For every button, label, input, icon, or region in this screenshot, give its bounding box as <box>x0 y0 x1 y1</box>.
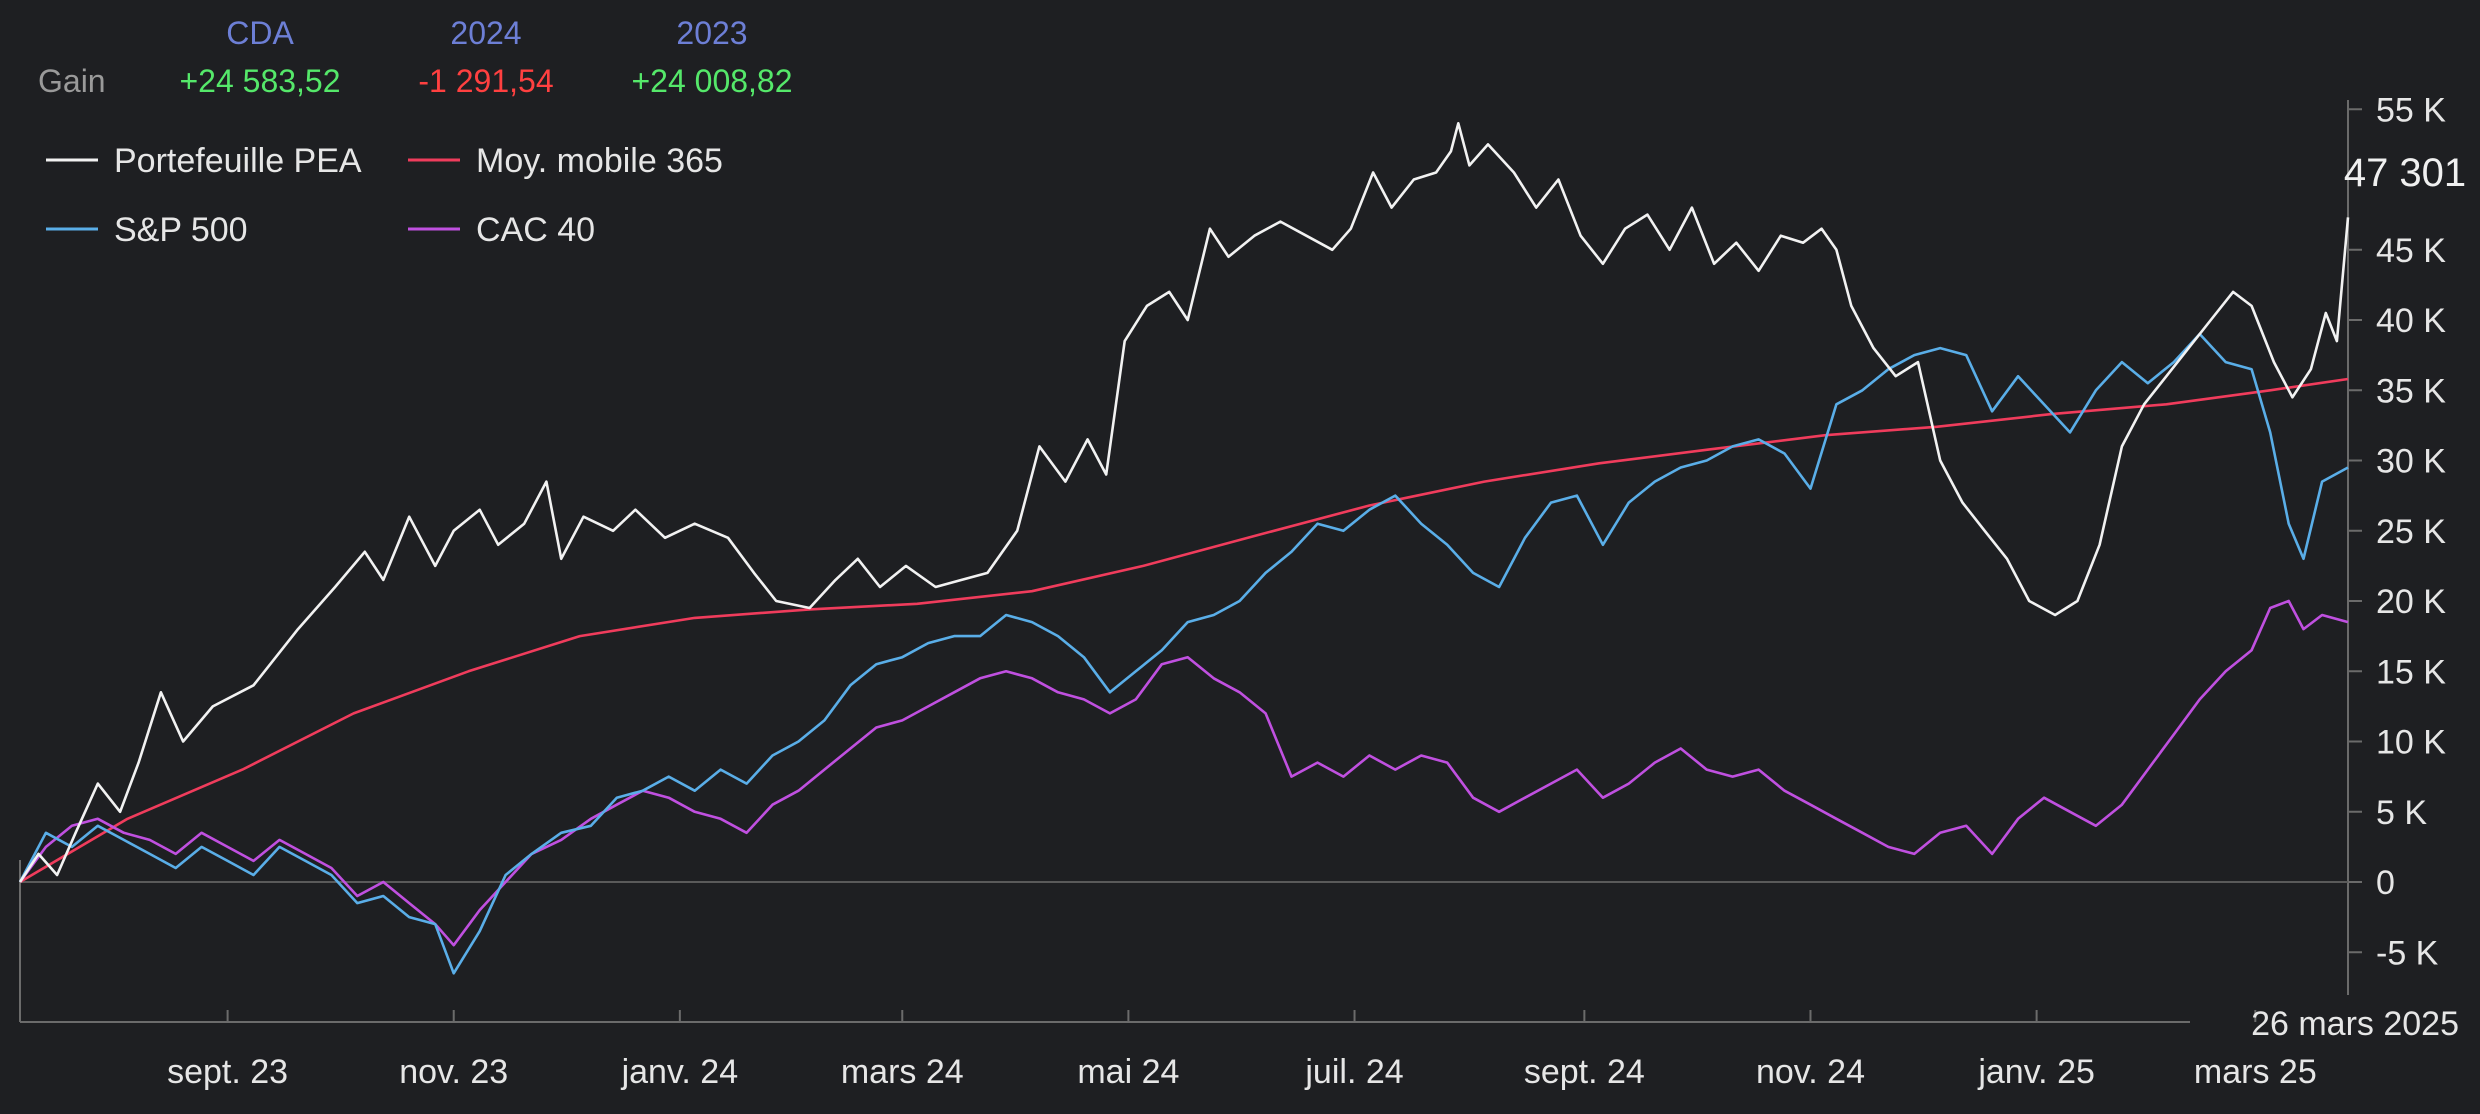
x-tick-label: nov. 23 <box>399 1053 508 1091</box>
x-tick-label: sept. 24 <box>1524 1053 1645 1091</box>
x-tick-label: janv. 25 <box>1977 1053 2095 1091</box>
legend-label-moy-mobile: Moy. mobile 365 <box>476 142 723 180</box>
x-tick-label: janv. 24 <box>621 1053 739 1091</box>
gain-row-label: Gain <box>38 63 106 99</box>
x-tick-label: sept. 23 <box>167 1053 288 1091</box>
gain-col-header-2: 2024 <box>450 15 521 51</box>
y-tick-label: 10 K <box>2376 724 2446 762</box>
y-tick-label: 40 K <box>2376 302 2446 340</box>
legend-label-cac40: CAC 40 <box>476 211 595 249</box>
date-label: 26 mars 2025 <box>2251 1005 2459 1043</box>
legend-label-portefeuille: Portefeuille PEA <box>114 142 362 180</box>
legend-item-sp500[interactable]: S&P 500 <box>46 211 248 249</box>
y-tick-label: 35 K <box>2376 372 2446 410</box>
x-tick-label: mars 24 <box>841 1053 964 1091</box>
gain-col-header-3: 2023 <box>676 15 747 51</box>
y-tick-label: 30 K <box>2376 443 2446 481</box>
y-axis-ticks: 55 K 45 K 40 K 35 K 30 K 25 K 20 K 15 K 10 K 5 K 0… <box>2348 91 2446 972</box>
gain-value-2024: -1 291,54 <box>418 63 553 99</box>
gain-value-2023: +24 008,82 <box>631 63 792 99</box>
x-tick-label: juil. 24 <box>1304 1053 1403 1091</box>
y-tick-label: 20 K <box>2376 583 2446 621</box>
series-lines <box>18 122 2350 975</box>
y-tick-label: 5 K <box>2376 794 2427 832</box>
x-tick-label: mars 25 <box>2194 1053 2317 1091</box>
series-line-cac-40 <box>18 599 2349 947</box>
x-axis-ticks: sept. 23 nov. 23 janv. 24 mars 24 mai 24 juil… <box>167 1010 2317 1091</box>
gains-header: CDA 2024 2023 Gain +24 583,52 -1 291,54 … <box>38 15 793 99</box>
y-tick-label: 25 K <box>2376 513 2446 551</box>
legend: Portefeuille PEA Moy. mobile 365 S&P 500… <box>46 142 723 249</box>
last-value-label: 47 301 <box>2344 151 2466 195</box>
legend-item-cac40[interactable]: CAC 40 <box>408 211 595 249</box>
legend-label-sp500: S&P 500 <box>114 211 248 249</box>
y-tick-label: 55 K <box>2376 91 2446 129</box>
y-tick-label: 0 <box>2376 864 2395 902</box>
x-tick-label: mai 24 <box>1077 1053 1179 1091</box>
y-tick-label: 15 K <box>2376 653 2446 691</box>
x-tick-label: nov. 24 <box>1756 1053 1865 1091</box>
series-line-moy-mobile-365 <box>19 377 2349 884</box>
y-tick-label: -5 K <box>2376 934 2439 972</box>
legend-item-portefeuille[interactable]: Portefeuille PEA <box>46 142 362 180</box>
gain-col-header-1: CDA <box>226 15 294 51</box>
series-line-portefeuille-pea <box>18 122 2350 883</box>
y-tick-label: 45 K <box>2376 232 2446 270</box>
gain-value-cda: +24 583,52 <box>179 63 340 99</box>
series-line-s-p-500 <box>18 332 2349 975</box>
legend-item-moy-mobile[interactable]: Moy. mobile 365 <box>408 142 723 180</box>
